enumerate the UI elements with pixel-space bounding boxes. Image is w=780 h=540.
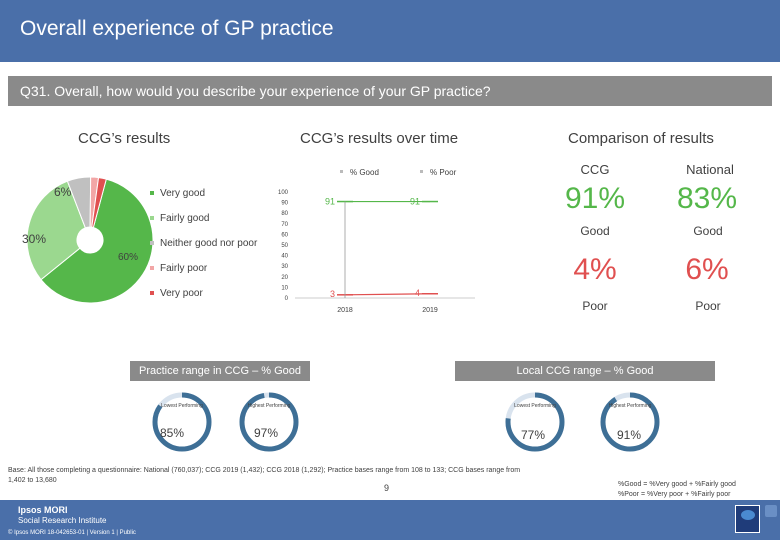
over-time-heading: CCG’s results over time [300,130,459,147]
data-label: 91 [325,197,335,207]
donut-label-neither: 6% [54,185,72,199]
legend-label: Very poor [160,288,203,299]
good-national-caption: Good [693,224,723,238]
donut-chart [26,176,154,304]
ipsos-logo [735,505,760,533]
ring-arc [152,392,212,452]
x-tick-label: 2019 [422,307,438,314]
practice-highest-label: Highest Performing [247,403,291,409]
data-label: 91 [410,197,420,207]
poor-national-value: 6% [685,253,729,286]
poor-definition: %Poor = %Very poor + %Fairly poor [618,491,731,498]
series-line [344,293,431,296]
legend-swatch [150,216,154,221]
legend-item-fairly-poor: Fairly poor [150,263,207,274]
donut-slice [26,180,86,281]
data-label: 4 [415,288,420,298]
legend-swatch [150,291,154,296]
y-tick-label: 30 [281,264,288,270]
ring-arc [600,392,660,452]
donut-label-fairly-good: 30% [22,232,47,246]
legend-label: % Poor [430,168,457,177]
x-tick-label: 2018 [337,307,353,314]
brand-name: Ipsos MORI [18,505,68,515]
ring-arc [505,392,565,452]
legend-label: Very good [160,188,206,199]
practice-lowest-ring [152,392,212,452]
legend-label: Neither good nor poor [160,238,258,249]
ring-arc [239,392,299,452]
practice-range-title: Practice range in CCG – % Good [130,361,310,381]
copyright: © Ipsos MORI 18-042653-01 | Version 1 | … [8,530,136,536]
ccg-results-heading: CCG’s results [78,130,171,147]
legend-swatch [420,170,423,173]
practice-lowest-value: 85% [160,426,185,440]
good-ccg-caption: Good [580,224,610,238]
local-range-title: Local CCG range – % Good [455,361,715,381]
local-highest-ring [600,392,660,452]
y-tick-label: 50 [281,243,288,249]
donut-label-very-good: 60% [118,252,139,263]
local-lowest-label: Lowest Performing [514,403,556,409]
legend-label: % Good [350,168,379,177]
national-column-label: National [686,162,734,177]
nav-icon[interactable] [765,505,777,517]
ccg-column-label: CCG [580,162,610,177]
brand-subtitle: Social Research Institute [18,516,107,525]
poor-national-caption: Poor [695,299,721,313]
legend-label: Fairly good [160,213,210,224]
poor-ccg-value: 4% [573,253,617,286]
donut-slice [91,177,107,229]
legend-swatch [150,266,154,271]
legend-label: Fairly poor [160,263,208,274]
over-time-chart: 0 10 20 30 40 50 60 70 80 90 100 2018 2019 % Good % Po… [278,168,475,314]
data-label: 3 [330,289,335,299]
donut-slice [40,178,154,304]
comparison-heading: Comparison of results [568,130,714,147]
legend-swatch [150,241,154,246]
good-definition: %Good = %Very good + %Fairly good [618,481,736,488]
practice-lowest-label: Lowest Performing [161,403,203,409]
poor-ccg-caption: Poor [582,299,608,313]
local-lowest-value: 77% [521,428,546,442]
title-bar [0,0,780,62]
local-highest-value: 91% [617,428,642,442]
practice-highest-ring [239,392,299,452]
legend-swatch [340,170,343,173]
y-tick-label: 90 [281,201,288,207]
page-title: Overall experience of GP practice [20,17,334,40]
base-note: Base: All those completing a questionnai… [8,467,521,484]
logo-mark-icon [741,510,755,520]
good-national-value: 83% [676,182,738,215]
local-lowest-ring [505,392,565,452]
legend-item-very-good: Very good [150,188,205,199]
footer-bar [0,500,780,540]
legend-item-fairly-good: Fairly good [150,213,209,224]
practice-highest-value: 97% [254,426,279,440]
legend-item-very-poor: Very poor [150,288,203,299]
y-tick-label: 40 [281,254,288,260]
good-ccg-value: 91% [564,182,626,215]
y-tick-label: 60 [281,232,288,238]
y-tick-label: 100 [278,190,289,196]
page-number: 9 [384,483,390,493]
legend-swatch [150,191,154,196]
legend-item-neither: Neither good nor poor [150,238,257,249]
y-tick-label: 70 [281,222,288,228]
question-bar [8,76,772,106]
local-highest-label: Highest Performing [608,403,652,409]
y-tick-label: 0 [285,296,289,302]
y-tick-label: 20 [281,275,288,281]
y-tick-label: 80 [281,211,288,217]
y-tick-label: 10 [281,285,288,291]
question-text: Q31. Overall, how would you describe you… [20,83,491,99]
